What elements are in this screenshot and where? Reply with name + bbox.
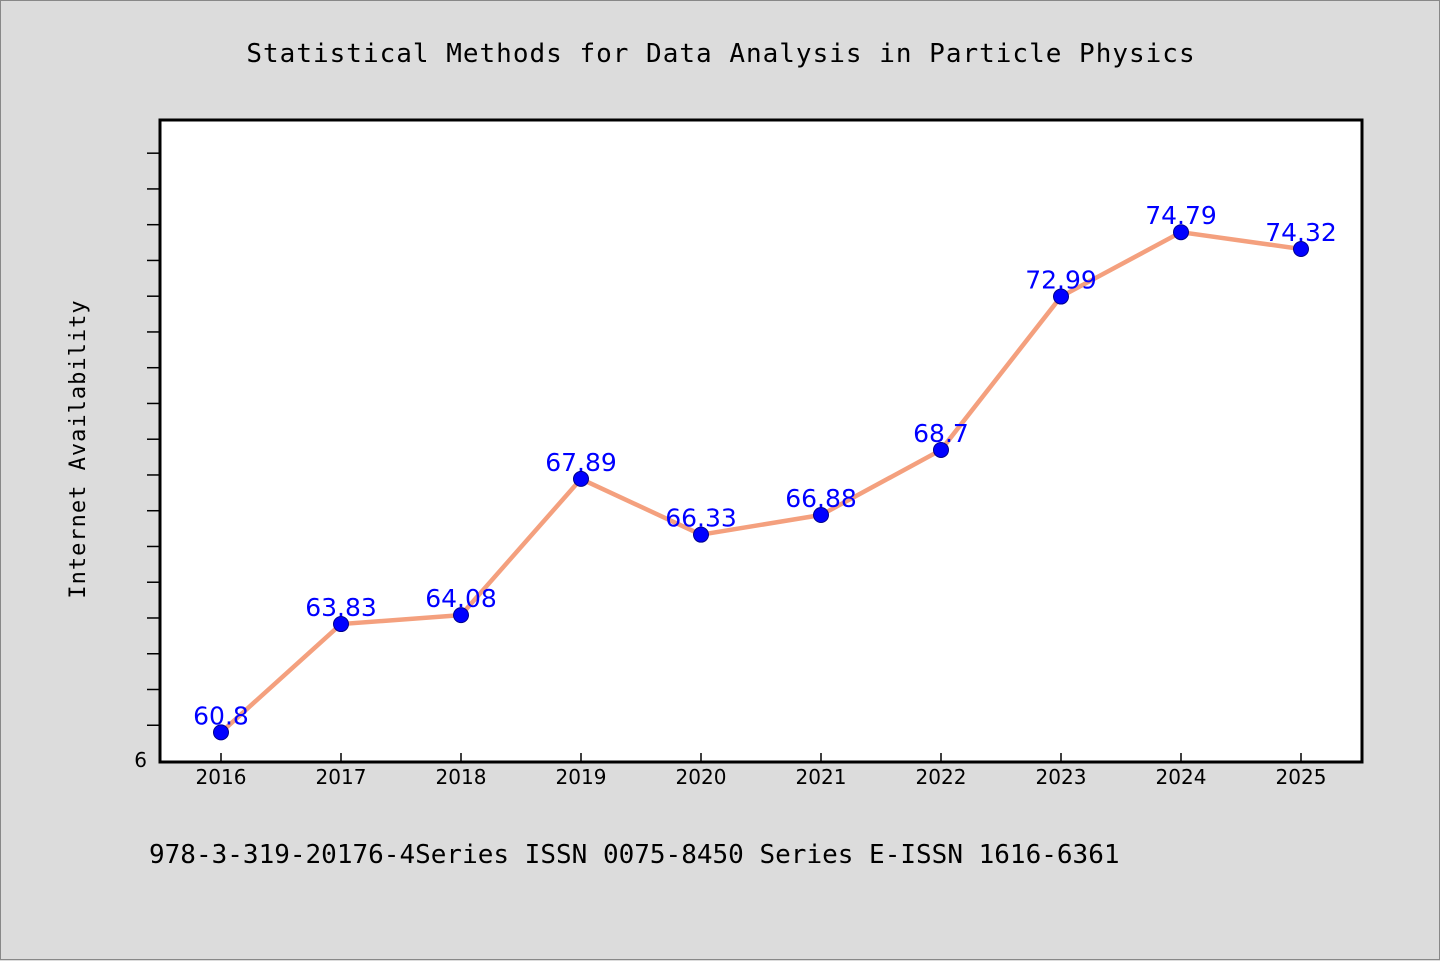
data-label: 67.89 — [545, 448, 617, 477]
data-point-marker — [813, 507, 829, 524]
data-point-marker — [573, 470, 589, 487]
data-label: 63.83 — [305, 593, 377, 622]
x-tick-label: 2021 — [796, 765, 847, 789]
y-axis-label: Internet Availability — [66, 299, 91, 598]
data-label: 68.7 — [913, 419, 969, 448]
data-point-marker — [693, 526, 709, 543]
data-point-marker — [213, 724, 229, 741]
data-label: 60.8 — [193, 701, 249, 730]
x-tick-label: 2017 — [316, 765, 367, 789]
x-tick-label: 2023 — [1036, 765, 1087, 789]
footer-isbn-text: 978-3-319-20176-4Series ISSN 0075-8450 S… — [149, 840, 1120, 870]
data-point-marker — [1173, 224, 1189, 241]
data-label: 66.88 — [785, 484, 857, 513]
x-tick-label: 2018 — [436, 765, 487, 789]
x-tick-label: 2016 — [196, 765, 247, 789]
data-point-marker — [453, 607, 469, 624]
data-markers — [213, 224, 1309, 741]
x-tick-label: 2019 — [556, 765, 607, 789]
x-tick-label: 2025 — [1276, 765, 1327, 789]
y-axis-ticks: 6 — [134, 152, 161, 772]
x-tick-label: 2020 — [676, 765, 727, 789]
x-tick-label: 2022 — [916, 765, 967, 789]
data-point-marker — [1293, 241, 1309, 257]
data-label: 74.79 — [1145, 201, 1217, 230]
data-label: 66.33 — [665, 504, 737, 533]
x-tick-label: 2024 — [1156, 765, 1207, 789]
y-tick-label: 6 — [134, 748, 147, 772]
data-labels: 60.8 63.83 64.08 67.89 66.33 66.88 68.7 72.99 74… — [193, 201, 1337, 730]
plot-area — [158, 118, 1364, 764]
x-axis-ticks: 2016 2017 2018 2019 2020 2021 2022 2023 2024 2025 — [196, 753, 1327, 789]
chart-title: Statistical Methods for Data Analysis in… — [246, 39, 1195, 69]
data-point-marker — [1053, 288, 1069, 305]
data-point-marker — [933, 441, 949, 458]
data-label: 64.08 — [425, 584, 497, 613]
data-point-marker — [333, 616, 349, 633]
data-label: 74.32 — [1265, 218, 1337, 247]
data-label: 72.99 — [1025, 266, 1097, 295]
series-line-group — [218, 229, 1304, 735]
series-line — [218, 229, 1304, 735]
